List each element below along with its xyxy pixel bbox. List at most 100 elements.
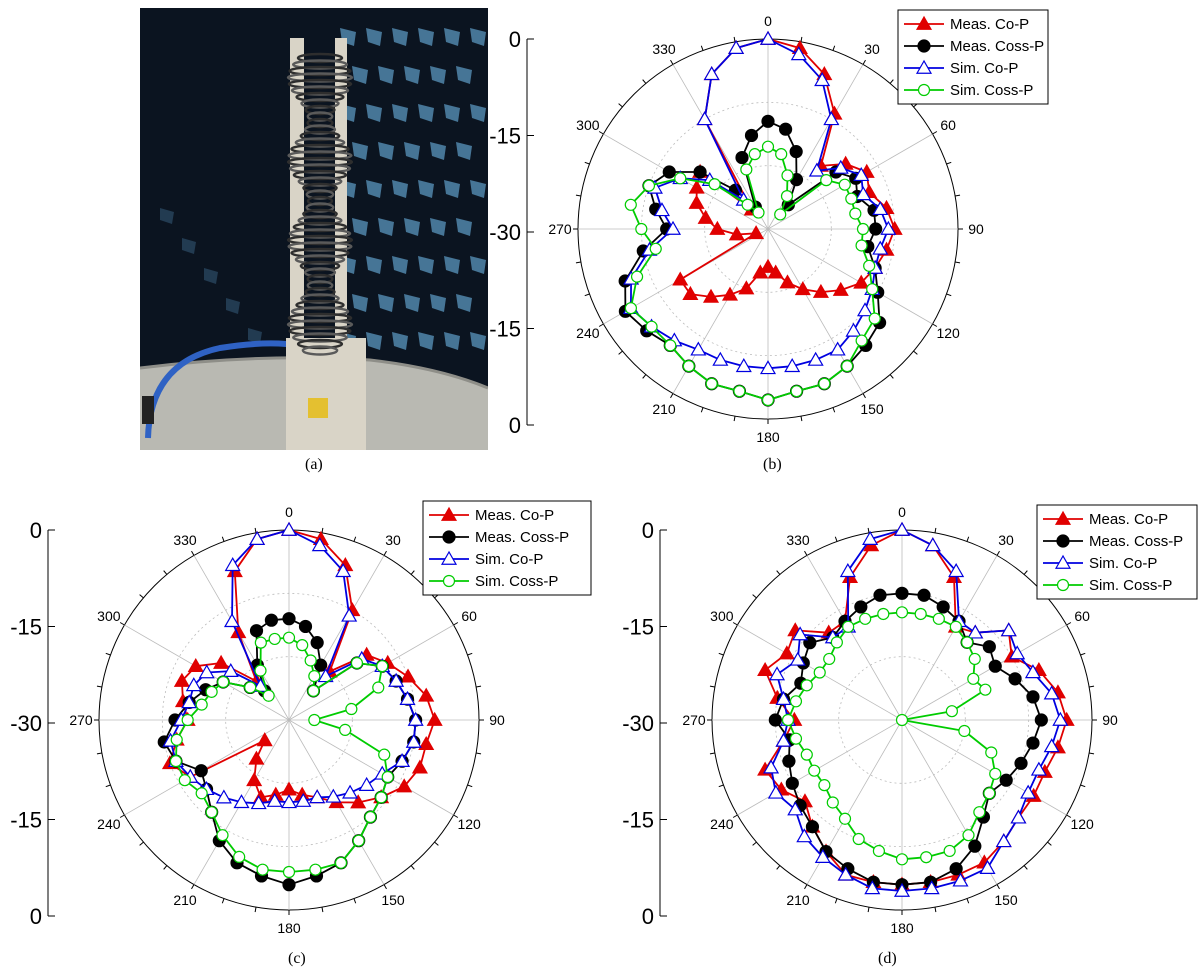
helix-turn: [294, 254, 346, 265]
marker-circle: [841, 360, 854, 373]
helix-turn: [288, 163, 352, 174]
absorber-tile: [404, 294, 420, 312]
marker-circle: [774, 208, 787, 221]
absorber-tile: [470, 104, 486, 122]
marker-circle: [181, 713, 194, 727]
grid-spoke: [288, 555, 385, 721]
marker-triangle: [1054, 554, 1072, 569]
marker-circle: [1026, 690, 1040, 704]
angle-tick: [321, 907, 324, 913]
legend-label: Sim. Coss-P: [950, 82, 1033, 99]
absorber-tile: [352, 294, 368, 312]
marker-triangle: [280, 521, 298, 536]
marker-triangle: [768, 666, 786, 681]
angle-tick: [996, 884, 1000, 890]
marker-triangle: [224, 557, 241, 572]
grid-spoke: [901, 719, 998, 885]
marker-triangle: [784, 358, 801, 373]
marker-circle: [973, 806, 986, 819]
angle-tick: [467, 784, 473, 788]
radial-axis-label: 0: [642, 904, 654, 929]
marker-triangle: [1043, 738, 1060, 753]
angle-tick: [584, 293, 590, 297]
angle-tick: [955, 261, 961, 264]
angle-label: 300: [97, 608, 121, 624]
marker-circle: [866, 283, 879, 296]
grid-spoke: [901, 624, 1067, 721]
marker-circle: [664, 339, 677, 352]
absorber-tile: [160, 208, 174, 224]
helix-turn: [288, 65, 352, 77]
marker-circle: [849, 207, 862, 220]
marker-triangle: [748, 225, 765, 240]
angle-label: 150: [381, 892, 405, 908]
angle-tick: [191, 550, 195, 556]
helix-turn: [306, 117, 334, 129]
helix-turn: [294, 137, 346, 148]
marker-circle: [820, 174, 833, 187]
helix-turn: [286, 319, 354, 330]
helix-turn: [303, 267, 337, 278]
series-markers-sim_cross: [781, 606, 1002, 866]
helix-turn: [288, 325, 352, 337]
marker-circle: [920, 851, 933, 864]
angle-tick: [105, 784, 111, 788]
marker-triangle: [411, 759, 428, 774]
marker-triangle: [880, 220, 897, 235]
helix-turn: [300, 293, 340, 304]
caption-c: (c): [288, 950, 306, 967]
angle-label: 120: [936, 325, 960, 341]
angle-tick: [476, 685, 482, 688]
absorber-tile: [204, 268, 218, 284]
helix-turn: [290, 85, 350, 96]
marker-triangle: [187, 657, 204, 673]
marker-circle: [216, 829, 229, 842]
helix-turn: [299, 130, 341, 142]
polar-chart-c: 0 30 60 90 120 150 180 210 240 270 300 330 0 -15 -30 -1…: [10, 500, 592, 936]
absorber-tile: [366, 256, 382, 274]
legend-label: Sim. Co-P: [475, 551, 543, 568]
legend-label: Sim. Coss-P: [475, 573, 558, 590]
helix-turn: [292, 59, 348, 70]
marker-circle: [895, 713, 909, 727]
helix-turn: [288, 228, 352, 239]
helix-antenna: [286, 52, 354, 356]
absorber-pattern: [160, 28, 486, 350]
angle-tick: [191, 884, 195, 890]
radial-axis-label: -15: [10, 808, 42, 833]
angle-tick: [709, 685, 715, 688]
marker-circle: [308, 670, 321, 683]
marker-triangle: [829, 341, 846, 356]
marker-circle: [1026, 736, 1040, 750]
helix-turn: [297, 176, 343, 187]
marker-triangle: [690, 341, 707, 356]
angle-tick: [598, 131, 604, 135]
angle-tick: [584, 161, 590, 165]
absorber-tile: [392, 180, 408, 198]
marker-triangle: [790, 46, 807, 61]
marker-triangle: [682, 285, 699, 300]
helix-turn: [295, 299, 345, 311]
radial-axis-label: -15: [622, 615, 654, 640]
angle-tick: [453, 814, 459, 818]
marker-circle: [249, 624, 264, 638]
marker-circle: [262, 689, 275, 702]
angle-label: 330: [786, 532, 810, 548]
marker-triangle: [233, 794, 250, 809]
marker-circle: [768, 713, 782, 727]
marker-triangle: [759, 258, 777, 273]
marker-circle: [282, 865, 296, 879]
grid-spoke: [737, 719, 903, 816]
marker-circle: [282, 631, 296, 644]
absorber-tile: [352, 142, 368, 160]
marker-triangle: [738, 280, 755, 295]
legend-label: Sim. Co-P: [1089, 555, 1157, 572]
legend: Meas. Co-P Meas. Coss-P Sim. Co-P Sim. Coss…: [897, 9, 1049, 105]
marker-triangle: [399, 690, 416, 705]
marker-circle: [364, 810, 377, 824]
helix-turn: [292, 221, 348, 233]
angle-label: 120: [457, 816, 481, 832]
angle-tick: [913, 350, 918, 355]
marker-circle: [442, 574, 456, 588]
